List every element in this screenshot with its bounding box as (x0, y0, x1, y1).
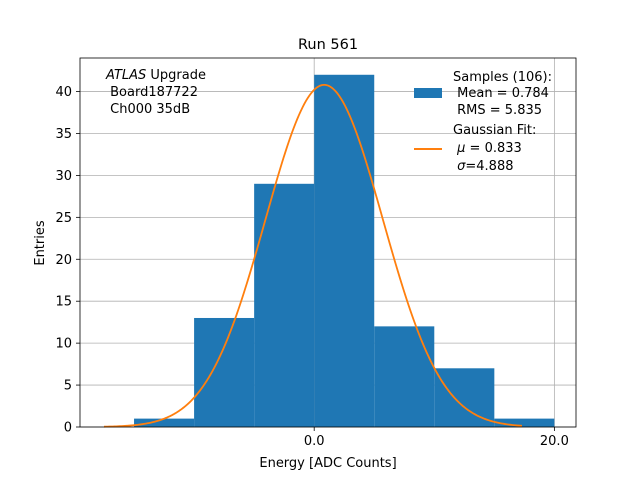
gaussian-fit-curve (103, 83, 523, 428)
legend: Samples (106): Mean = 0.784 RMS = 5.835 … (414, 70, 552, 174)
legend-samples-title: Samples (106): (453, 70, 552, 85)
legend-sigma-value: =4.888 (465, 159, 513, 174)
legend-mu-value: = 0.833 (465, 141, 521, 156)
annotation-channel: Ch000 35dB (106, 102, 190, 117)
legend-sigma-symbol: σ (457, 159, 466, 174)
y-tick-label: 5 (64, 379, 72, 394)
histogram-bar (434, 368, 495, 427)
histogram-bar (494, 418, 555, 427)
legend-fit-sigma: σ=4.888 (453, 159, 514, 174)
legend-samples-mean: Mean = 0.784 (453, 86, 549, 101)
y-axis-label: Entries (33, 220, 48, 266)
legend-mu-symbol: μ (456, 141, 465, 156)
y-tick-label: 10 (55, 337, 72, 352)
y-tick-label: 30 (55, 169, 72, 184)
histogram-bars (134, 74, 555, 427)
plot-frame (79, 57, 577, 428)
y-tick-label: 40 (55, 85, 72, 100)
annotation-experiment-suffix: Upgrade (146, 68, 206, 83)
histogram-bar (254, 183, 315, 427)
annotation-experiment: ATLAS (105, 68, 146, 83)
y-tick-label: 20 (55, 253, 72, 268)
y-tick-label: 15 (55, 295, 72, 310)
histogram-bar (194, 317, 255, 427)
legend-histogram-swatch (414, 88, 442, 98)
legend-fit-title: Gaussian Fit: (453, 123, 536, 138)
legend-fit-mu: μ = 0.833 (453, 141, 522, 156)
x-tick-label: 20.0 (540, 434, 569, 449)
y-axis-ticks: 0 5 10 15 20 25 30 35 40 (55, 85, 80, 436)
annotation-experiment-line: ATLAS Upgrade (105, 68, 206, 83)
histogram-bar (314, 74, 375, 427)
chart-title: Run 561 (298, 37, 358, 53)
gaussian-fit (103, 83, 523, 428)
annotation-board: Board187722 (106, 85, 198, 100)
histogram-bar (374, 326, 435, 427)
y-tick-label: 25 (55, 211, 72, 226)
histogram-bar (134, 418, 195, 427)
y-tick-label: 35 (55, 127, 72, 142)
x-tick-label: 0.0 (304, 434, 325, 449)
legend-samples-rms: RMS = 5.835 (453, 103, 542, 118)
x-axis-ticks: 0.0 20.0 (304, 427, 569, 449)
y-tick-label: 0 (64, 421, 72, 436)
x-axis-label: Energy [ADC Counts] (259, 456, 396, 471)
